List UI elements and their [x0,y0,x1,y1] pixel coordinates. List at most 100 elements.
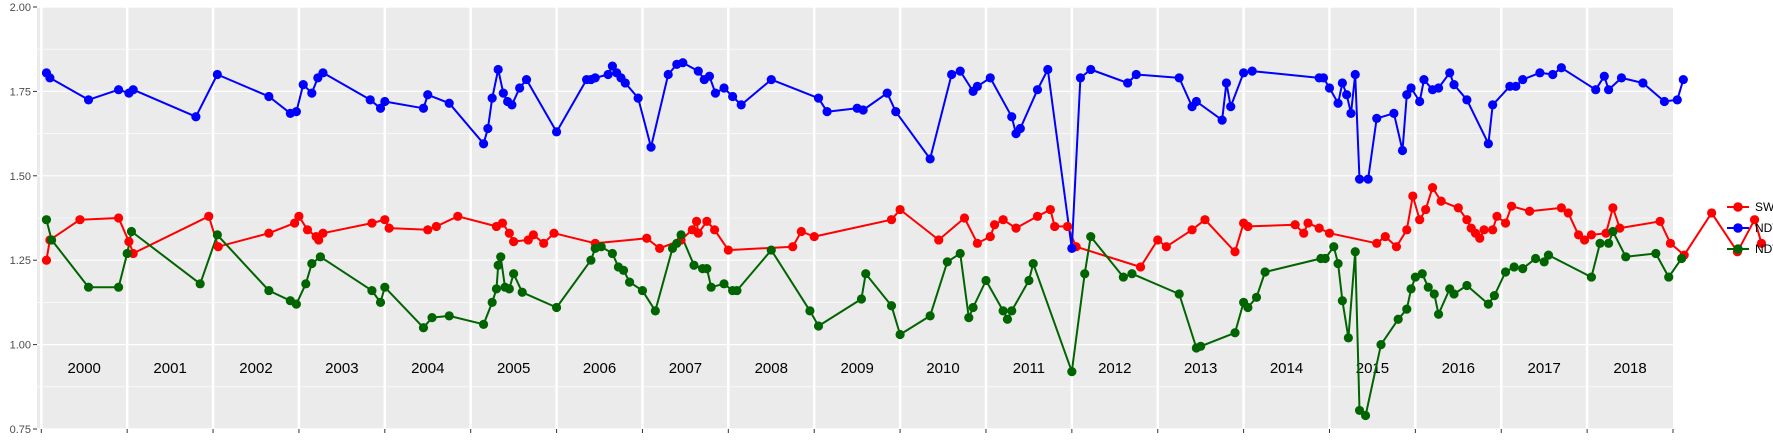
data-point-ndvi [487,93,497,103]
data-point-ndvi [1247,66,1257,76]
legend-key-point [1733,202,1743,212]
data-point-ndvi [633,93,643,103]
data-point-ndwi [375,297,386,307]
data-point-swir [318,228,328,238]
data-point-swir [1243,221,1253,232]
data-point-swir [1665,238,1676,248]
data-point-ndvi [212,69,222,80]
data-point-ndwi [719,279,729,289]
data-point-swir [1032,211,1043,221]
data-point-swir [1402,225,1412,235]
year-label: 2003 [325,360,358,377]
data-point-swir [549,228,559,238]
year-label: 2002 [239,360,272,377]
data-point-ndwi [1402,304,1412,314]
data-point-ndwi [1429,289,1439,299]
data-point-swir [423,225,433,235]
y-tick-label: 1.75 [10,86,31,98]
year-label: 2005 [497,360,530,377]
data-point-swir [1391,242,1402,252]
data-point-ndwi [1483,299,1493,309]
data-point-ndwi [1360,410,1371,421]
legend-label-ndwi: NDWI [1755,242,1773,256]
data-point-swir [1421,204,1431,215]
data-point-swir [509,237,519,247]
data-point-swir [264,228,274,238]
data-point-swir [1135,262,1146,272]
data-point-ndvi [423,90,433,100]
data-point-swir [1436,196,1446,206]
data-point-swir [1556,203,1566,213]
data-point-swir [709,225,720,235]
data-point-ndwi [925,311,935,321]
data-point-ndwi [1664,272,1674,282]
data-point-swir [504,228,514,238]
data-point-swir [934,235,944,245]
data-point-ndwi [1651,248,1661,259]
data-point-ndvi [925,154,935,164]
data-point-ndwi [624,277,635,287]
data-point-ndwi [1621,252,1631,262]
data-point-ndvi [1402,90,1412,100]
data-point-swir [1756,238,1767,248]
data-point-ndwi [380,282,390,292]
data-point-ndwi [1406,284,1416,294]
data-point-ndwi [291,299,301,309]
data-point-swir [959,213,970,223]
data-point-swir [1500,218,1511,228]
data-point-swir [1601,228,1611,238]
data-point-ndwi [1608,226,1618,237]
data-point-ndvi [493,64,503,75]
data-point-ndvi [728,91,738,102]
data-point-ndvi [365,95,375,105]
data-point-ndvi [1511,81,1521,91]
data-point-ndvi [955,66,965,76]
data-point-ndvi [603,69,613,80]
data-point-swir [1062,221,1073,232]
year-label: 2017 [1527,360,1560,377]
data-point-swir [998,215,1008,225]
data-point-swir [290,218,300,228]
data-point-swir [642,233,652,243]
data-point-ndwi [1462,280,1472,291]
year-label: 2000 [68,360,101,377]
data-point-ndvi [1406,83,1416,93]
data-point-ndvi [607,61,617,71]
data-point-ndvi [620,78,630,88]
y-tick-label: 1.00 [10,340,31,352]
data-point-ndvi [1043,64,1053,75]
year-label: 2015 [1356,360,1389,377]
data-point-ndvi [1397,145,1408,156]
data-point-ndwi [1410,272,1420,282]
data-point-swir [1492,211,1502,221]
data-point-ndwi [607,248,617,259]
data-point-swir [895,204,905,215]
data-point-ndwi [1343,333,1353,343]
data-point-ndwi [1251,292,1262,302]
data-point-ndvi [1354,174,1365,184]
data-point-swir [691,216,702,226]
legend: SWIR NDVI NDWI [1727,200,1773,256]
series-layer [41,58,1767,421]
data-point-swir [294,211,304,221]
data-point-swir [1187,225,1197,235]
data-point-ndwi [367,285,377,296]
data-point-ndwi [702,264,712,274]
data-point-ndwi [805,306,815,316]
data-point-swir [723,245,733,255]
data-point-swir [1299,228,1309,238]
data-point-swir [1749,215,1760,225]
data-point-ndwi [264,285,274,296]
year-label: 2018 [1613,360,1646,377]
data-point-ndwi [1333,258,1343,269]
data-point-ndvi [1075,73,1086,83]
data-point-ndwi [1393,314,1403,324]
data-point-ndwi [444,311,454,321]
data-point-ndwi [496,252,506,262]
data-point-ndwi [1509,262,1519,272]
data-point-ndvi [1659,96,1670,107]
data-point-swir [497,218,508,228]
data-point-ndwi [1500,267,1511,277]
data-point-ndvi [1007,112,1017,122]
